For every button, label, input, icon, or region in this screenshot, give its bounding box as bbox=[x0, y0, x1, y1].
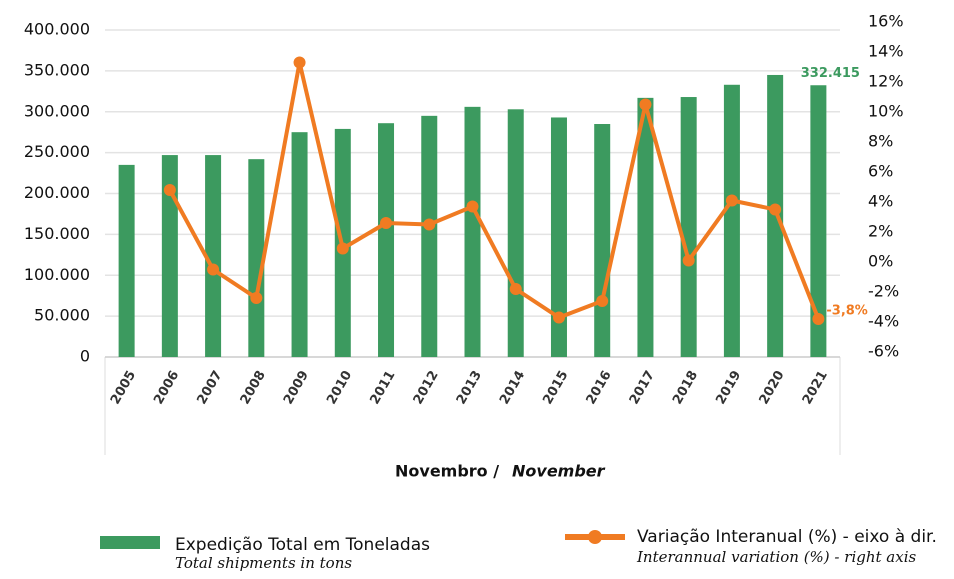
line bbox=[168, 62, 821, 320]
legend-swatch bbox=[588, 530, 602, 544]
bar bbox=[118, 164, 135, 357]
y2-tick-label: 0% bbox=[868, 252, 893, 271]
y2-tick-label: -2% bbox=[868, 282, 899, 301]
x-tick-label: 2014 bbox=[497, 368, 528, 407]
y2-tick-label: 6% bbox=[868, 162, 893, 181]
y-tick-label: 250.000 bbox=[24, 142, 90, 161]
y-tick-label: 400.000 bbox=[24, 20, 90, 39]
point bbox=[163, 184, 176, 196]
x-tick-label: 2018 bbox=[670, 368, 701, 407]
legend-swatch bbox=[100, 536, 160, 549]
y2-tick-label: 12% bbox=[868, 72, 904, 91]
point bbox=[207, 263, 220, 276]
point bbox=[293, 56, 306, 69]
y2-tick-label: -6% bbox=[868, 342, 899, 361]
bar bbox=[248, 159, 265, 357]
y2-tick-label: 4% bbox=[868, 192, 893, 211]
point bbox=[812, 313, 825, 325]
y2-tick-label: 14% bbox=[868, 42, 904, 61]
x-axis-label: November bbox=[512, 462, 606, 481]
legend-label: Interannual variation (%) - right axis bbox=[636, 548, 916, 566]
point bbox=[596, 295, 609, 307]
bar bbox=[507, 109, 524, 357]
y-tick-label: 0 bbox=[80, 347, 90, 366]
x-tick-label: 2011 bbox=[367, 368, 398, 407]
x-tick-label: 2007 bbox=[194, 368, 225, 407]
bar bbox=[205, 155, 222, 357]
data-label: 332.415 bbox=[801, 66, 860, 81]
y2-tick-label: 16% bbox=[868, 12, 904, 31]
point bbox=[336, 242, 349, 255]
y-tick-label: 350.000 bbox=[24, 60, 90, 79]
x-tick-label: 2013 bbox=[454, 368, 485, 407]
point bbox=[552, 311, 565, 324]
point bbox=[250, 292, 263, 304]
x-tick-label: 2016 bbox=[584, 368, 615, 407]
x-tick-label: 2010 bbox=[324, 368, 355, 407]
x-tick-label: 2006 bbox=[151, 368, 182, 407]
bar bbox=[161, 155, 178, 357]
bar bbox=[378, 123, 395, 357]
bar bbox=[637, 97, 654, 357]
legend-label: Variação Interanual (%) - eixo à dir. bbox=[637, 527, 937, 547]
bar bbox=[680, 97, 697, 357]
bar bbox=[767, 74, 784, 358]
point bbox=[423, 218, 436, 231]
bar bbox=[594, 124, 611, 357]
point bbox=[725, 194, 738, 207]
x-axis-label: Novembro / bbox=[395, 462, 499, 481]
data-label: -3,8% bbox=[826, 304, 867, 319]
x-tick-label: 2005 bbox=[108, 368, 139, 407]
y2-tick-label: -4% bbox=[868, 312, 899, 331]
x-tick-label: 2012 bbox=[411, 368, 442, 407]
x-tick-label: 2015 bbox=[540, 368, 571, 407]
point bbox=[509, 283, 522, 295]
legend-label: Total shipments in tons bbox=[175, 554, 352, 572]
y2-tick-label: 10% bbox=[868, 102, 904, 121]
point bbox=[639, 98, 652, 111]
bar bbox=[464, 106, 481, 357]
x-tick-label: 2009 bbox=[281, 368, 312, 407]
x-tick-label: 2017 bbox=[627, 368, 658, 407]
x-tick-label: 2020 bbox=[757, 368, 788, 407]
y-tick-label: 200.000 bbox=[24, 183, 90, 202]
point bbox=[380, 217, 393, 229]
y2-tick-label: 2% bbox=[868, 222, 893, 241]
bar bbox=[810, 85, 827, 358]
x-tick-label: 2019 bbox=[713, 368, 744, 407]
point bbox=[466, 200, 479, 213]
bar bbox=[550, 117, 567, 357]
bar bbox=[291, 132, 308, 357]
y2-tick-label: 8% bbox=[868, 132, 893, 151]
bar bbox=[723, 84, 740, 358]
y-tick-label: 50.000 bbox=[34, 306, 90, 325]
x-tick-label: 2021 bbox=[800, 368, 831, 407]
y-tick-label: 100.000 bbox=[24, 265, 90, 284]
point bbox=[769, 203, 782, 216]
legend-label: Expedição Total em Toneladas bbox=[175, 535, 430, 555]
x-tick-label: 2008 bbox=[238, 368, 269, 407]
y-tick-label: 150.000 bbox=[24, 224, 90, 243]
bar bbox=[421, 115, 438, 358]
point bbox=[682, 254, 695, 267]
y-tick-label: 300.000 bbox=[24, 101, 90, 120]
